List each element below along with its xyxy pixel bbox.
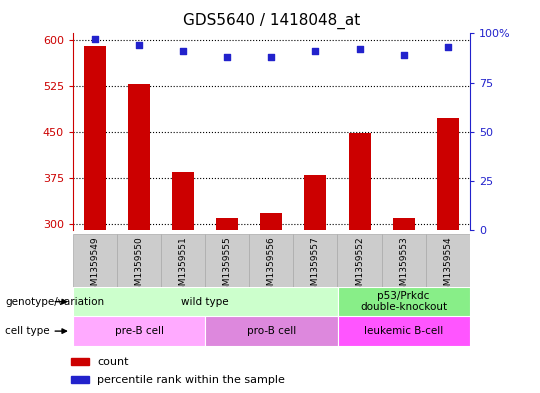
Text: GSM1359556: GSM1359556: [267, 237, 276, 297]
FancyBboxPatch shape: [73, 234, 117, 287]
Bar: [393, 218, 415, 230]
Title: GDS5640 / 1418048_at: GDS5640 / 1418048_at: [183, 13, 360, 29]
FancyBboxPatch shape: [73, 316, 205, 346]
Point: [311, 48, 320, 54]
Bar: [71, 358, 89, 365]
FancyBboxPatch shape: [338, 316, 470, 346]
Text: percentile rank within the sample: percentile rank within the sample: [97, 375, 285, 385]
Point: [179, 48, 187, 54]
Text: p53/Prkdc
double-knockout: p53/Prkdc double-knockout: [360, 291, 447, 312]
Text: GSM1359552: GSM1359552: [355, 237, 364, 297]
Text: GSM1359557: GSM1359557: [311, 237, 320, 297]
Point: [135, 42, 144, 48]
FancyBboxPatch shape: [205, 234, 249, 287]
Text: GSM1359549: GSM1359549: [91, 237, 99, 297]
FancyBboxPatch shape: [426, 234, 470, 287]
FancyBboxPatch shape: [382, 234, 426, 287]
Bar: [172, 172, 194, 230]
Bar: [216, 218, 238, 230]
Bar: [128, 84, 150, 230]
FancyBboxPatch shape: [293, 234, 338, 287]
Point: [91, 36, 99, 42]
FancyBboxPatch shape: [205, 316, 338, 346]
Text: leukemic B-cell: leukemic B-cell: [364, 326, 443, 336]
Text: wild type: wild type: [181, 297, 229, 307]
Point: [443, 44, 452, 50]
Text: pre-B cell: pre-B cell: [114, 326, 164, 336]
Text: cell type: cell type: [5, 326, 50, 336]
Text: GSM1359553: GSM1359553: [399, 237, 408, 297]
FancyBboxPatch shape: [338, 234, 382, 287]
FancyBboxPatch shape: [249, 234, 293, 287]
Text: GSM1359551: GSM1359551: [179, 237, 188, 297]
Text: pro-B cell: pro-B cell: [247, 326, 296, 336]
Text: GSM1359550: GSM1359550: [134, 237, 144, 297]
Text: GSM1359555: GSM1359555: [223, 237, 232, 297]
Text: genotype/variation: genotype/variation: [5, 297, 105, 307]
Point: [223, 54, 232, 60]
Bar: [437, 118, 459, 230]
Point: [267, 54, 275, 60]
Bar: [71, 376, 89, 383]
Bar: [84, 46, 106, 230]
FancyBboxPatch shape: [117, 234, 161, 287]
FancyBboxPatch shape: [338, 287, 470, 316]
Text: GSM1359554: GSM1359554: [443, 237, 452, 297]
Point: [355, 46, 364, 52]
Point: [399, 52, 408, 58]
Bar: [260, 213, 282, 230]
Bar: [305, 174, 327, 230]
FancyBboxPatch shape: [73, 287, 338, 316]
FancyBboxPatch shape: [161, 234, 205, 287]
Bar: [348, 133, 370, 230]
Text: count: count: [97, 357, 129, 367]
